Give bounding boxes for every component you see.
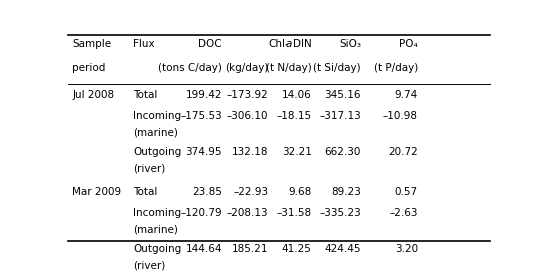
Text: 41.25: 41.25 [282,244,312,254]
Text: DOC: DOC [198,39,222,49]
Text: –10.98: –10.98 [383,111,418,121]
Text: 9.74: 9.74 [395,90,418,100]
Text: 132.18: 132.18 [232,147,268,157]
Text: 0.57: 0.57 [395,187,418,197]
Text: –306.10: –306.10 [227,111,268,121]
Text: 374.95: 374.95 [186,147,222,157]
Text: –175.53: –175.53 [180,111,222,121]
Text: Mar 2009: Mar 2009 [72,187,121,197]
Text: Outgoing: Outgoing [133,244,182,254]
Text: period: period [72,63,106,73]
Text: 199.42: 199.42 [186,90,222,100]
Text: 3.20: 3.20 [395,244,418,254]
Text: (t N/day): (t N/day) [266,63,312,73]
Text: Chl-: Chl- [268,39,289,49]
Text: (tons C/day): (tons C/day) [158,63,222,73]
Text: (river): (river) [133,164,165,174]
Text: –173.92: –173.92 [226,90,268,100]
Text: –317.13: –317.13 [319,111,361,121]
Text: Outgoing: Outgoing [133,147,182,157]
Text: Total: Total [133,187,158,197]
Text: (t P/day): (t P/day) [374,63,418,73]
Text: –18.15: –18.15 [276,111,312,121]
Text: 23.85: 23.85 [192,187,222,197]
Text: –31.58: –31.58 [276,208,312,218]
Text: DIN: DIN [293,39,312,49]
Text: Sample: Sample [72,39,112,49]
Text: Incoming: Incoming [133,111,182,121]
Text: (t Si/day): (t Si/day) [313,63,361,73]
Text: 345.16: 345.16 [325,90,361,100]
Text: 424.45: 424.45 [325,244,361,254]
Text: –2.63: –2.63 [390,208,418,218]
Text: a: a [285,39,292,49]
Text: 9.68: 9.68 [288,187,312,197]
Text: 144.64: 144.64 [186,244,222,254]
Text: Jul 2008: Jul 2008 [72,90,114,100]
Text: 89.23: 89.23 [331,187,361,197]
Text: 185.21: 185.21 [232,244,268,254]
Text: (marine): (marine) [133,225,178,235]
Text: 20.72: 20.72 [388,147,418,157]
Text: –335.23: –335.23 [319,208,361,218]
Text: –208.13: –208.13 [227,208,268,218]
Text: PO₄: PO₄ [399,39,418,49]
Text: –120.79: –120.79 [180,208,222,218]
Text: 662.30: 662.30 [325,147,361,157]
Text: 32.21: 32.21 [282,147,312,157]
Text: (river): (river) [133,261,165,271]
Text: Incoming: Incoming [133,208,182,218]
Text: Total: Total [133,90,158,100]
Text: Flux: Flux [133,39,155,49]
Text: (marine): (marine) [133,127,178,138]
Text: –22.93: –22.93 [233,187,268,197]
Text: (kg/day): (kg/day) [225,63,268,73]
Text: 14.06: 14.06 [282,90,312,100]
Text: SiO₃: SiO₃ [339,39,361,49]
